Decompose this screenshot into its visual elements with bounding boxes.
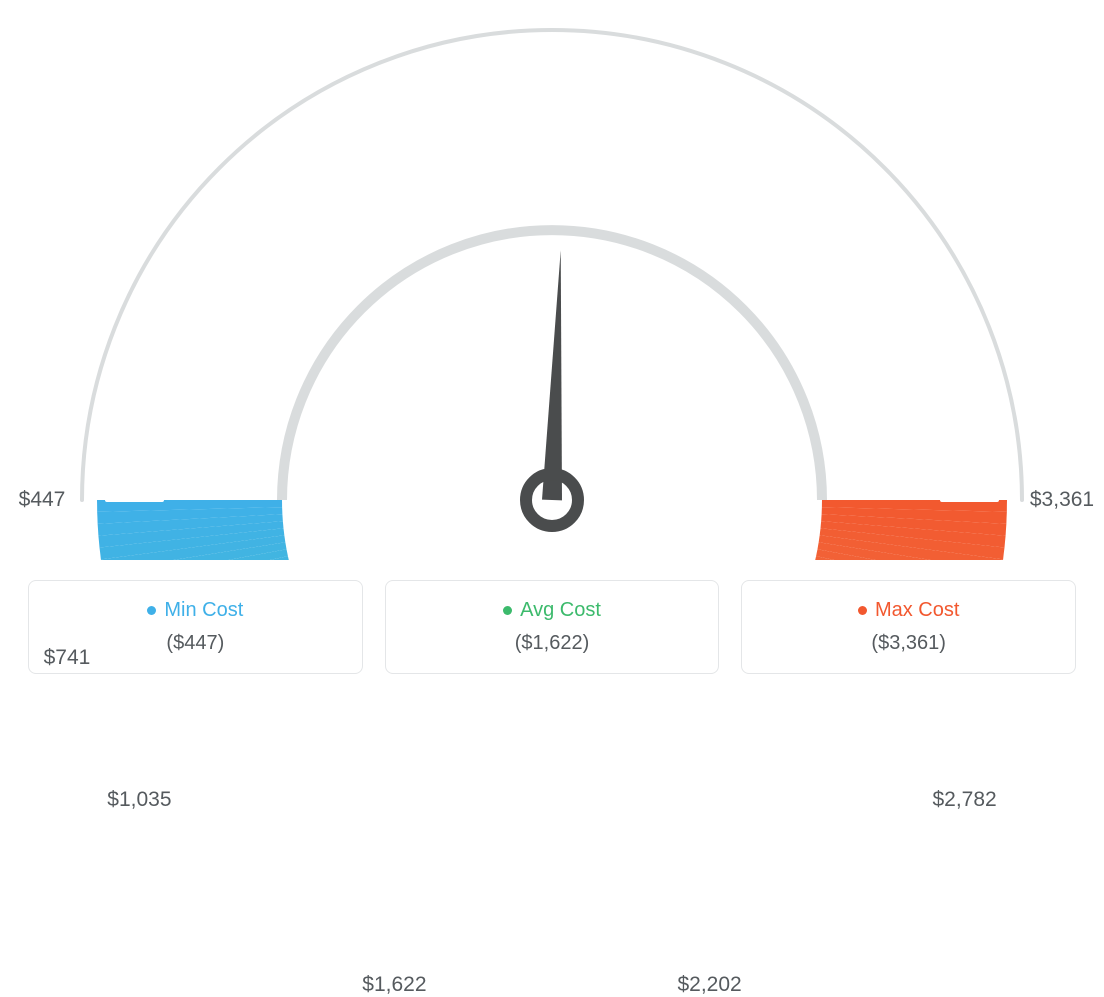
- legend-avg-title: Avg Cost: [503, 599, 601, 622]
- gauge-tick-label: $1,035: [107, 788, 171, 812]
- gauge-tick-label: $1,622: [362, 973, 426, 997]
- gauge-tick-label: $741: [44, 646, 91, 670]
- gauge-chart: $447$741$1,035$1,622$2,202$2,782$3,361: [0, 0, 1104, 560]
- legend-max-title: Max Cost: [858, 599, 959, 622]
- legend-max-label: Max Cost: [875, 599, 959, 622]
- dot-icon: [503, 606, 512, 615]
- legend-row: Min Cost ($447) Avg Cost ($1,622) Max Co…: [0, 580, 1104, 674]
- legend-max-box: Max Cost ($3,361): [741, 580, 1076, 674]
- gauge-svg: [0, 0, 1104, 560]
- legend-avg-label: Avg Cost: [520, 599, 601, 622]
- gauge-tick-label: $2,202: [677, 973, 741, 997]
- dot-icon: [858, 606, 867, 615]
- legend-max-value: ($3,361): [752, 632, 1065, 655]
- gauge-tick-label: $447: [19, 488, 66, 512]
- dot-icon: [147, 606, 156, 615]
- legend-min-title: Min Cost: [147, 599, 243, 622]
- legend-min-label: Min Cost: [164, 599, 243, 622]
- legend-avg-box: Avg Cost ($1,622): [385, 580, 720, 674]
- gauge-tick-label: $3,361: [1030, 488, 1094, 512]
- legend-avg-value: ($1,622): [396, 632, 709, 655]
- gauge-tick-label: $2,782: [932, 788, 996, 812]
